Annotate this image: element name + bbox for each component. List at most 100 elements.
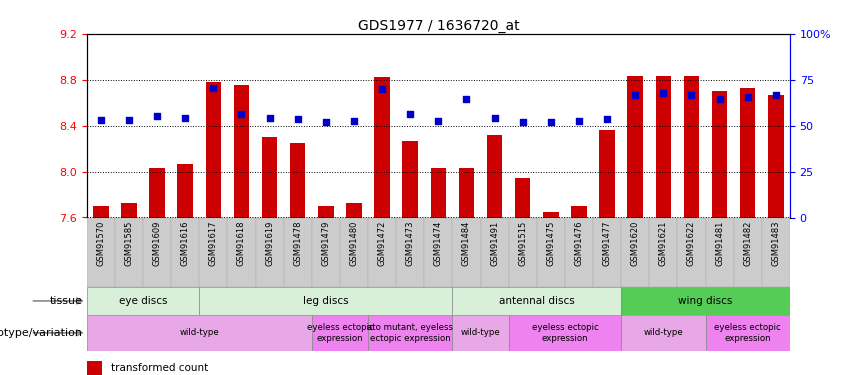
Bar bbox=[452, 217, 481, 287]
Bar bbox=[458, 168, 474, 217]
Point bbox=[375, 86, 389, 92]
Bar bbox=[93, 206, 108, 218]
Text: GSM91616: GSM91616 bbox=[181, 221, 190, 267]
Point bbox=[94, 117, 108, 123]
Bar bbox=[712, 91, 727, 218]
Bar bbox=[733, 217, 762, 287]
Text: antennal discs: antennal discs bbox=[499, 296, 575, 306]
Bar bbox=[431, 168, 446, 217]
Text: GSM91609: GSM91609 bbox=[153, 221, 161, 266]
Text: GSM91570: GSM91570 bbox=[96, 221, 105, 266]
Bar bbox=[206, 82, 221, 218]
Bar bbox=[284, 217, 312, 287]
Bar bbox=[565, 217, 593, 287]
Bar bbox=[87, 217, 115, 287]
Bar bbox=[740, 88, 755, 218]
Bar bbox=[233, 86, 249, 218]
Bar bbox=[149, 168, 165, 217]
Bar bbox=[424, 217, 452, 287]
Text: GSM91618: GSM91618 bbox=[237, 221, 246, 267]
Text: GSM91475: GSM91475 bbox=[546, 221, 556, 266]
Text: transformed count: transformed count bbox=[111, 363, 208, 373]
Bar bbox=[536, 217, 565, 287]
Bar bbox=[171, 217, 200, 287]
Text: GSM91621: GSM91621 bbox=[659, 221, 667, 266]
Bar bbox=[593, 217, 621, 287]
Text: eyeless ectopic
expression: eyeless ectopic expression bbox=[714, 323, 781, 342]
Text: GSM91476: GSM91476 bbox=[575, 221, 583, 267]
Text: GSM91480: GSM91480 bbox=[350, 221, 358, 266]
Bar bbox=[177, 164, 193, 218]
Bar bbox=[621, 315, 706, 351]
Text: GSM91617: GSM91617 bbox=[209, 221, 218, 267]
Bar bbox=[621, 287, 790, 315]
Text: leg discs: leg discs bbox=[303, 296, 349, 306]
Point bbox=[600, 116, 614, 122]
Bar bbox=[340, 217, 368, 287]
Bar bbox=[509, 315, 621, 351]
Point bbox=[263, 115, 277, 121]
Text: GSM91482: GSM91482 bbox=[743, 221, 753, 266]
Text: genotype/variation: genotype/variation bbox=[0, 328, 82, 338]
Bar bbox=[200, 217, 227, 287]
Point bbox=[178, 115, 192, 121]
Text: GSM91477: GSM91477 bbox=[602, 221, 612, 267]
Bar bbox=[227, 217, 255, 287]
Bar bbox=[87, 287, 200, 315]
Point bbox=[347, 118, 361, 124]
Point bbox=[207, 85, 220, 91]
Text: wild-type: wild-type bbox=[643, 328, 683, 338]
Text: GSM91491: GSM91491 bbox=[490, 221, 499, 266]
Text: GSM91472: GSM91472 bbox=[378, 221, 386, 266]
Point bbox=[319, 119, 332, 125]
Bar bbox=[452, 287, 621, 315]
Bar bbox=[649, 217, 677, 287]
Text: GSM91515: GSM91515 bbox=[518, 221, 527, 266]
Point bbox=[150, 113, 164, 119]
Bar bbox=[368, 217, 396, 287]
Bar bbox=[87, 361, 102, 375]
Text: wing discs: wing discs bbox=[678, 296, 733, 306]
Point bbox=[544, 119, 558, 125]
Text: GSM91484: GSM91484 bbox=[462, 221, 471, 266]
Text: GSM91473: GSM91473 bbox=[405, 221, 415, 267]
Bar bbox=[487, 135, 503, 218]
Point bbox=[740, 94, 754, 100]
Bar bbox=[706, 217, 733, 287]
Bar bbox=[599, 130, 615, 218]
Bar bbox=[255, 217, 284, 287]
Bar bbox=[374, 77, 390, 218]
Text: eyeless ectopic
expression: eyeless ectopic expression bbox=[531, 323, 598, 342]
Point bbox=[713, 96, 727, 102]
Text: GSM91483: GSM91483 bbox=[772, 221, 780, 267]
Bar bbox=[312, 217, 340, 287]
Point bbox=[404, 111, 418, 117]
Text: GSM91481: GSM91481 bbox=[715, 221, 724, 266]
Bar bbox=[571, 206, 587, 218]
Point bbox=[769, 92, 783, 98]
Bar bbox=[706, 315, 790, 351]
Bar bbox=[262, 137, 278, 218]
Point bbox=[656, 90, 670, 96]
Text: wild-type: wild-type bbox=[180, 328, 219, 338]
Text: wild-type: wild-type bbox=[461, 328, 500, 338]
Bar bbox=[762, 217, 790, 287]
Title: GDS1977 / 1636720_at: GDS1977 / 1636720_at bbox=[358, 19, 519, 33]
Bar bbox=[290, 143, 306, 218]
Point bbox=[628, 92, 642, 98]
Text: GSM91620: GSM91620 bbox=[631, 221, 640, 266]
Text: GSM91619: GSM91619 bbox=[265, 221, 274, 266]
Bar bbox=[115, 217, 143, 287]
Bar bbox=[628, 76, 643, 217]
Text: tissue: tissue bbox=[49, 296, 82, 306]
Bar bbox=[621, 217, 649, 287]
Bar bbox=[318, 206, 333, 218]
Text: GSM91622: GSM91622 bbox=[687, 221, 696, 266]
Text: GSM91478: GSM91478 bbox=[293, 221, 302, 267]
Bar bbox=[768, 94, 784, 218]
Bar bbox=[655, 76, 671, 217]
Bar bbox=[143, 217, 171, 287]
Bar bbox=[543, 212, 559, 217]
Bar bbox=[200, 287, 452, 315]
Bar bbox=[312, 315, 368, 351]
